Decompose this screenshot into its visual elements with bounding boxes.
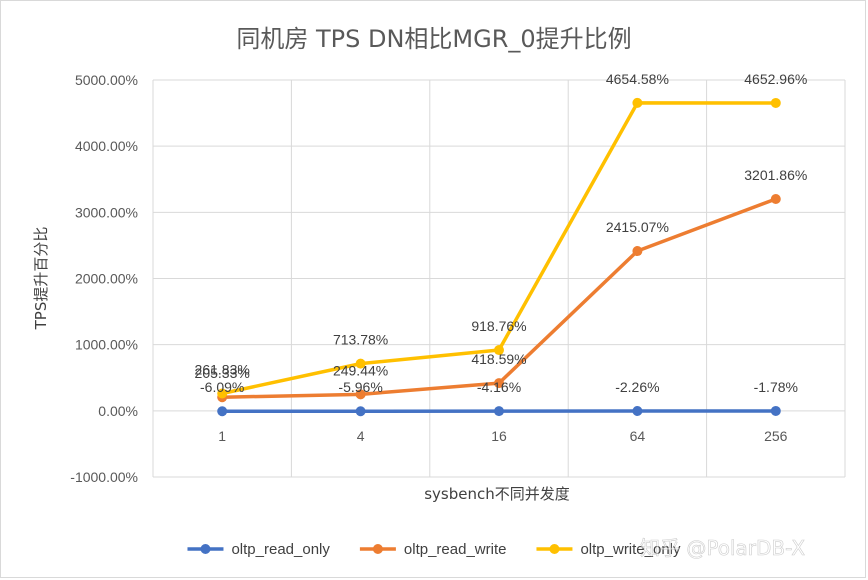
legend-swatch-marker xyxy=(372,544,383,554)
data-point-oltp_read_write xyxy=(632,246,643,257)
data-point-oltp_read_write xyxy=(494,378,504,389)
data-label-oltp_read_write: 3201.86% xyxy=(744,167,807,183)
data-point-oltp_write_only xyxy=(632,97,643,108)
data-label-oltp_read_only: -2.26% xyxy=(615,379,659,395)
data-point-oltp_write_only xyxy=(355,358,366,369)
x-axis-label: sysbench不同并发度 xyxy=(424,485,570,503)
legend-swatch-marker xyxy=(200,544,211,554)
data-point-oltp_read_write xyxy=(355,389,366,400)
y-axis-ticks: -1000.00% 0.00% 1000.00% 2000.00% 3000.00% 40… xyxy=(70,72,138,485)
x-tick-label: 256 xyxy=(764,428,788,444)
data-label-oltp_read_write: 2415.07% xyxy=(606,219,669,235)
data-label-oltp_read_write: 249.44% xyxy=(333,362,388,378)
y-tick-label: 0.00% xyxy=(98,403,138,419)
data-label-oltp_write_only: 4654.58% xyxy=(606,71,669,87)
y-tick-label: 3000.00% xyxy=(75,204,138,220)
data-label-oltp_read_only: -5.96% xyxy=(338,379,382,395)
series-line-oltp_read_write xyxy=(222,197,777,399)
x-tick-label: 16 xyxy=(491,428,507,444)
legend-swatch-marker xyxy=(549,544,560,554)
x-tick-label: 64 xyxy=(630,428,646,444)
data-label-oltp_read_write: 418.59% xyxy=(471,351,526,367)
legend-label: oltp_read_only xyxy=(231,541,330,558)
data-point-oltp_read_only xyxy=(494,406,504,417)
data-label-oltp_write_only: 713.78% xyxy=(333,332,388,348)
x-tick-label: 4 xyxy=(357,428,365,444)
data-label-oltp_read_only: -1.78% xyxy=(754,379,798,395)
gridlines xyxy=(152,79,846,478)
data-point-oltp_write_only xyxy=(770,97,781,108)
data-point-oltp_read_write xyxy=(770,193,781,204)
y-tick-label: 2000.00% xyxy=(75,271,138,287)
data-label-oltp_read_write: 205.33% xyxy=(195,365,250,381)
data-labels-group: -6.09% -5.96% -4.16% -2.26% -1.78% 205.33% 249… xyxy=(195,71,808,395)
data-point-oltp_write_only xyxy=(494,345,504,356)
series-group xyxy=(217,97,781,417)
x-tick-label: 1 xyxy=(218,428,226,444)
y-axis-label: TPS提升百分比 xyxy=(32,227,50,331)
x-axis-ticks: 1 4 16 64 256 xyxy=(218,428,787,444)
legend: oltp_read_only oltp_read_write oltp_write_… xyxy=(187,541,681,558)
y-tick-label: -1000.00% xyxy=(70,469,138,485)
data-label-oltp_read_only: -4.16% xyxy=(477,379,521,395)
legend-label: oltp_read_write xyxy=(404,541,507,558)
data-point-oltp_read_only xyxy=(770,405,781,416)
data-label-oltp_read_only: -6.09% xyxy=(200,379,244,395)
y-tick-label: 5000.00% xyxy=(75,72,138,88)
legend-label: oltp_write_only xyxy=(580,541,681,558)
data-label-oltp_write_only: 261.83% xyxy=(195,362,250,378)
data-point-oltp_read_only xyxy=(632,405,643,416)
data-point-oltp_read_only xyxy=(355,406,366,417)
watermark: 知乎 @PolarDB-X xyxy=(640,536,805,560)
chart-title: 同机房 TPS DN相比MGR_0提升比例 xyxy=(236,25,631,53)
data-label-oltp_write_only: 918.76% xyxy=(471,318,526,334)
data-point-oltp_write_only xyxy=(217,388,228,399)
y-tick-label: 1000.00% xyxy=(75,337,138,353)
y-tick-label: 4000.00% xyxy=(75,138,138,154)
data-label-oltp_write_only: 4652.96% xyxy=(744,71,807,87)
data-point-oltp_read_only xyxy=(217,406,228,417)
